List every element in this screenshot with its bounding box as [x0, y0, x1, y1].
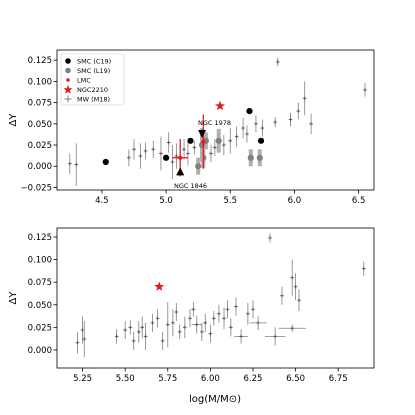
bottom-y-tick-label: 0.025	[28, 323, 52, 333]
top-y-tick-label: 0.050	[28, 120, 52, 130]
bottom-x-tick-label: 6.25	[244, 374, 263, 384]
lmc-point	[201, 139, 206, 144]
top-marks-group	[68, 57, 367, 186]
top-y-tick-label: −0.025	[21, 183, 52, 193]
top-x-tick-label: 4.5	[95, 196, 109, 206]
legend-label-smc-c19: SMC (C19)	[77, 57, 111, 65]
legend-marker-mw-m18-plus-icon	[64, 95, 72, 103]
top-x-tick-label: 6.0	[288, 196, 302, 206]
top-panel: 4.5 5.0 5.5 6.0 6.5 −0.025 0.000 0.025 0.050 0.07…	[8, 49, 375, 206]
legend-label-mw-m18: MW (M18)	[77, 95, 110, 103]
bottom-y-tick-label: 0.000	[28, 346, 52, 356]
top-y-axis-title: ΔY	[8, 113, 19, 127]
bottom-plot-frame	[56, 227, 375, 369]
legend-marker-smc-c19	[65, 58, 71, 64]
bottom-y-tick-label: 0.100	[28, 256, 52, 266]
top-y-tick-label: 0.125	[28, 56, 52, 66]
annotation-ngc-1978: NGC 1978	[198, 119, 231, 127]
top-y-tick-label: 0.025	[28, 141, 52, 151]
bottom-x-tick-label: 5.75	[158, 374, 177, 384]
legend-label-lmc: LMC	[77, 76, 91, 84]
smc-c19-point	[246, 107, 253, 115]
lmc-point	[178, 155, 183, 160]
bottom-x-tick-label: 6.50	[286, 374, 305, 384]
top-x-tick-label: 5.0	[159, 196, 173, 206]
top-y-tick-label: 0.100	[28, 77, 52, 87]
annotation-arrow-ngc-1846-icon	[176, 167, 185, 176]
legend-marker-ngc2210-star-icon	[63, 84, 73, 94]
smc-c19-point	[162, 154, 170, 161]
top-x-tick-label: 6.5	[352, 196, 366, 206]
annotation-arrow-ngc-1978-icon	[198, 130, 207, 138]
legend-frame	[60, 53, 125, 106]
bottom-y-tick-label: 0.050	[28, 301, 52, 311]
bottom-x-axis-title: log(M/M⊙)	[189, 394, 241, 405]
annotation-ngc-1846: NGC 1846	[174, 182, 207, 190]
bottom-x-tick-label: 6.75	[329, 374, 348, 384]
ngc2210-star-point	[154, 281, 165, 291]
bottom-x-tick-label: 5.25	[73, 374, 92, 384]
smc-l19-point	[215, 137, 222, 144]
smc-c19-point	[187, 137, 194, 144]
bottom-panel: 5.25 5.50 5.75 6.00 6.25 6.50 6.75 0.000 0.025 0.…	[8, 227, 375, 405]
smc-l19-point	[195, 163, 202, 170]
bottom-x-tick-label: 6.00	[201, 374, 220, 384]
bottom-y-tick-label: 0.125	[28, 233, 52, 243]
smc-l19-point	[256, 154, 263, 161]
legend-label-smc-l19: SMC (L19)	[77, 67, 110, 75]
legend-marker-lmc	[66, 78, 70, 82]
top-plot-frame	[56, 49, 375, 191]
top-tick-group: 4.5 5.0 5.5 6.0 6.5 −0.025 0.000 0.025 0.050 0.07…	[21, 56, 366, 206]
smc-l19-point	[247, 154, 254, 161]
top-y-tick-label: 0.000	[28, 162, 52, 172]
bottom-tick-group: 5.25 5.50 5.75 6.00 6.25 6.50 6.75 0.000 0.025 0.…	[28, 233, 348, 384]
top-y-tick-label: 0.075	[28, 99, 52, 109]
legend-label-ngc2210: NGC2210	[77, 86, 108, 94]
bottom-y-tick-label: 0.075	[28, 278, 52, 288]
bottom-marks-group	[75, 233, 366, 358]
bottom-x-tick-label: 5.50	[116, 374, 135, 384]
legend-marker-smc-l19	[65, 67, 71, 74]
ngc2210-star-point	[215, 100, 225, 111]
smc-c19-point	[257, 137, 265, 144]
legend: SMC (C19) SMC (L19) LMC NGC2210 MW (M18)	[60, 53, 125, 106]
top-x-tick-label: 5.5	[223, 196, 237, 206]
bottom-y-axis-title: ΔY	[8, 291, 19, 305]
smc-c19-point	[102, 158, 109, 166]
